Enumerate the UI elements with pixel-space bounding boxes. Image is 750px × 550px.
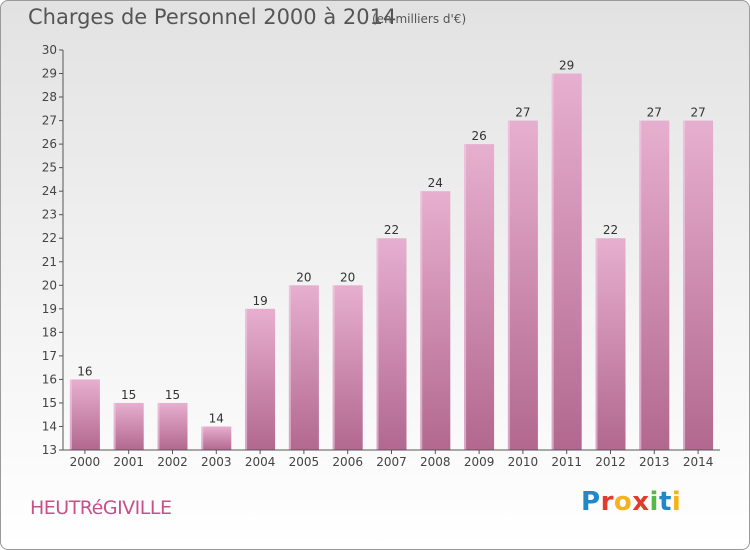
y-tick-label: 20 [42, 278, 57, 292]
y-tick-label: 29 [42, 67, 57, 81]
y-tick-label: 27 [42, 114, 57, 128]
y-tick-label: 17 [42, 349, 57, 363]
bars-group: 16 15 15 14 19 20 20 22 24 26 27 29 22 27 27 [69, 59, 714, 451]
bar-2012 [595, 238, 626, 450]
x-tick-label: 2011 [551, 455, 582, 469]
bar-2004 [245, 308, 276, 450]
y-tick-label: 30 [42, 43, 57, 57]
bar-highlight [157, 402, 160, 450]
bar-highlight [288, 285, 291, 450]
bar-highlight [595, 238, 598, 450]
x-tick-label: 2002 [157, 455, 188, 469]
logo-letter: o [613, 487, 633, 517]
bar-2003 [201, 426, 232, 450]
bar-2010 [507, 120, 538, 451]
logo-letter: i [671, 487, 682, 517]
logo-letter: r [600, 487, 614, 517]
bar-value-label: 14 [209, 411, 224, 425]
bar-highlight [245, 308, 248, 450]
place-name: HEUTRéGIVILLE [30, 497, 172, 519]
chart-subtitle: (en milliers d'€) [372, 12, 467, 26]
bar-2014 [683, 120, 714, 451]
bar-value-label: 19 [252, 294, 267, 308]
bar-highlight [332, 285, 335, 450]
x-tick-label: 2004 [245, 455, 276, 469]
logo-letter: i [649, 487, 659, 517]
proxiti-logo: Proxiti [581, 487, 681, 517]
y-tick-label: 21 [42, 255, 57, 269]
bar-highlight [201, 426, 204, 450]
bar-value-label: 27 [690, 106, 705, 120]
bar-highlight [113, 402, 116, 450]
bar-highlight [69, 379, 72, 450]
x-tick-label: 2007 [376, 455, 407, 469]
y-tick-label: 26 [42, 137, 57, 151]
x-tick-label: 2005 [289, 455, 320, 469]
bar-2007 [376, 238, 407, 450]
x-tick-label: 2009 [464, 455, 495, 469]
logo-letter: t [658, 487, 672, 517]
x-tick-label: 2003 [201, 455, 232, 469]
x-tick-label: 2013 [639, 455, 670, 469]
bar-highlight [683, 120, 686, 451]
bar-value-label: 24 [428, 176, 443, 190]
y-tick-label: 16 [42, 372, 57, 386]
logo-letter: x [632, 487, 650, 517]
y-tick-label: 15 [42, 396, 57, 410]
y-tick-label: 13 [42, 443, 57, 457]
y-tick-label: 19 [42, 302, 57, 316]
bar-value-label: 29 [559, 59, 574, 73]
bar-highlight [420, 191, 423, 451]
axes-group: 13 14 15 16 17 18 19 20 21 22 23 24 25 26 27 28 29 30 2000… [42, 43, 720, 469]
y-tick-label: 22 [42, 231, 57, 245]
bar-highlight [639, 120, 642, 451]
x-tick-label: 2006 [332, 455, 363, 469]
y-tick-label: 28 [42, 90, 57, 104]
y-tick-label: 25 [42, 161, 57, 175]
bar-value-label: 20 [340, 270, 355, 284]
bar-2011 [551, 73, 582, 450]
bar-2002 [157, 402, 188, 450]
x-tick-label: 2000 [70, 455, 101, 469]
bar-highlight [376, 238, 379, 450]
bar-2005 [288, 285, 319, 450]
bar-2000 [69, 379, 100, 450]
y-tick-label: 14 [42, 419, 57, 433]
bar-2006 [332, 285, 363, 450]
x-tick-label: 2010 [508, 455, 539, 469]
bar-value-label: 26 [471, 129, 486, 143]
y-tick-label: 24 [42, 184, 57, 198]
bar-value-label: 27 [647, 106, 662, 120]
bar-value-label: 16 [77, 364, 92, 378]
x-tick-label: 2014 [683, 455, 714, 469]
bar-value-label: 20 [296, 270, 311, 284]
bar-value-label: 22 [384, 223, 399, 237]
bar-highlight [507, 120, 510, 451]
bar-value-label: 15 [121, 388, 136, 402]
bar-value-label: 27 [515, 106, 530, 120]
bar-highlight [551, 73, 554, 450]
bar-value-label: 15 [165, 388, 180, 402]
logo-letter: P [581, 487, 601, 517]
x-tick-label: 2012 [595, 455, 626, 469]
bar-2013 [639, 120, 670, 451]
y-tick-label: 18 [42, 325, 57, 339]
bar-2001 [113, 402, 144, 450]
bar-highlight [464, 144, 467, 450]
chart-title: Charges de Personnel 2000 à 2014 [28, 5, 397, 29]
bar-2009 [464, 144, 495, 450]
bar-value-label: 22 [603, 223, 618, 237]
x-tick-label: 2001 [113, 455, 144, 469]
y-tick-label: 23 [42, 208, 57, 222]
x-tick-label: 2008 [420, 455, 451, 469]
bar-2008 [420, 191, 451, 451]
